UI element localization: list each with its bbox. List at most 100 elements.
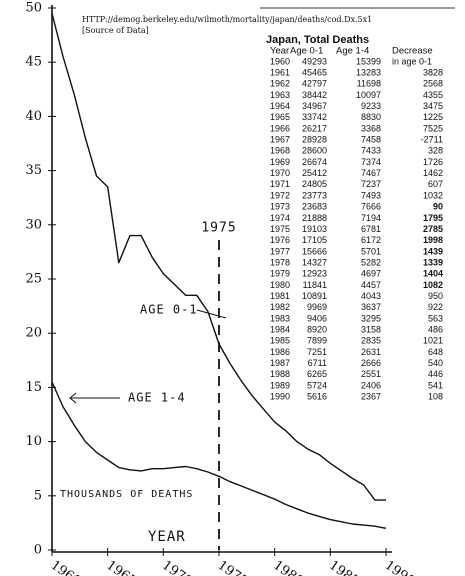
series-annotation: AGE 0-1 [140,303,198,317]
table-cell: 541 [428,380,443,390]
annotation-arrow [69,392,120,404]
table-cell: 3637 [361,302,381,312]
table-cell: 1983 [270,313,290,323]
table-cell: 1970 [270,168,290,178]
table-cell: 1988 [270,369,290,379]
table-cell: 5616 [307,391,327,401]
table-cell: 108 [428,391,443,401]
table-cell: 3368 [361,123,381,133]
table-cell: 25412 [302,168,327,178]
table-cell: 1082 [423,280,443,290]
table-cell: 3295 [361,313,381,323]
table-cell: 26674 [302,157,327,167]
table-cell: 1462 [423,168,443,178]
table-cell: 922 [428,302,443,312]
y-tick-label: 5 [34,488,42,503]
table-cell: 1974 [270,213,290,223]
table-cell: 1963 [270,90,290,100]
table-cell: 607 [428,179,443,189]
table-cell: 7493 [361,190,381,200]
table-cell: 1965 [270,112,290,122]
y-tick-label: 10 [25,434,42,449]
series-annotation: AGE 1-4 [128,391,186,405]
table-cell: 2666 [361,358,381,368]
source-url: HTTP://demog.berkeley.edu/wilmoth/mortal… [82,15,372,24]
table-cell: 1976 [270,235,290,245]
table-cell: 10891 [302,291,327,301]
table-cell: 4043 [361,291,381,301]
table-cell: 1404 [423,269,443,279]
table-cell: 1726 [423,157,443,167]
table-cell: 1964 [270,101,290,111]
table-cell: 1966 [270,123,290,133]
marker-label: 1975 [201,221,236,236]
annotation-arrow [196,309,227,319]
table-cell: 8920 [307,324,327,334]
table-cell: 6265 [307,369,327,379]
table-cell: 1979 [270,269,290,279]
table-cell: 15666 [302,246,327,256]
table-cell: 2631 [361,347,381,357]
table-cell: 4697 [361,269,381,279]
table-cell: -2711 [421,135,443,145]
table-cell: 9233 [361,101,381,111]
table-cell: 4355 [423,90,443,100]
table-cell: 1971 [270,179,290,189]
table-cell: 540 [428,358,443,368]
table-cell: 28600 [302,146,327,156]
table-cell: 21888 [302,213,327,223]
table-cell: 1985 [270,336,290,346]
table-cell: 8830 [361,112,381,122]
table-cell: 7237 [361,179,381,189]
series-line [51,381,387,529]
table-cell: 1977 [270,246,290,256]
table-cell: 1978 [270,257,290,267]
table-cell: 19103 [302,224,327,234]
table-cell: 7899 [307,336,327,346]
table-cell: 15399 [356,56,381,66]
table-header: Age 1-4 [336,46,369,57]
table-cell: 5701 [361,246,381,256]
table-cell: 1962 [270,79,290,89]
y-tick-label: 40 [25,109,42,124]
table-cell: 2367 [361,391,381,401]
table-cell: 28928 [302,135,327,145]
table-cell: 1980 [270,280,290,290]
y-tick-label: 15 [25,380,42,395]
table-cell: 7194 [361,213,381,223]
y-tick-label: 45 [25,55,42,70]
table-cell: 1967 [270,135,290,145]
table-cell: 26217 [302,123,327,133]
table-cell: 1986 [270,347,290,357]
table-cell: 3475 [423,101,443,111]
table-cell: 446 [428,369,443,379]
table-cell: in age 0-1 [392,56,432,66]
table-cell: 7374 [361,157,381,167]
table-cell: 1439 [423,246,443,256]
y-tick-label: 35 [25,163,42,178]
table-cell: 1972 [270,190,290,200]
table-cell: 1990 [270,391,290,401]
x-axis-label: YEAR [148,529,186,545]
table-cell: 33742 [302,112,327,122]
table-cell: 45465 [302,68,327,78]
table-cell: 23683 [302,202,327,212]
table-cell: 34967 [302,101,327,111]
table-cell: 23773 [302,190,327,200]
table-cell: 1225 [423,112,443,122]
table-cell: 2406 [361,380,381,390]
table-cell: 42797 [302,79,327,89]
table-cell: 2551 [361,369,381,379]
table-cell: 648 [428,347,443,357]
table-cell: 1984 [270,324,290,334]
table-cell: 11698 [357,79,381,89]
table-cell: 4457 [361,280,381,290]
table-cell: 1989 [270,380,290,390]
table-cell: 38442 [302,90,327,100]
table-cell: 1969 [270,157,290,167]
table-header: Age 0-1 [290,46,323,57]
table-cell: 6172 [361,235,381,245]
table-cell: 486 [428,324,443,334]
table-cell: 7458 [361,135,381,145]
